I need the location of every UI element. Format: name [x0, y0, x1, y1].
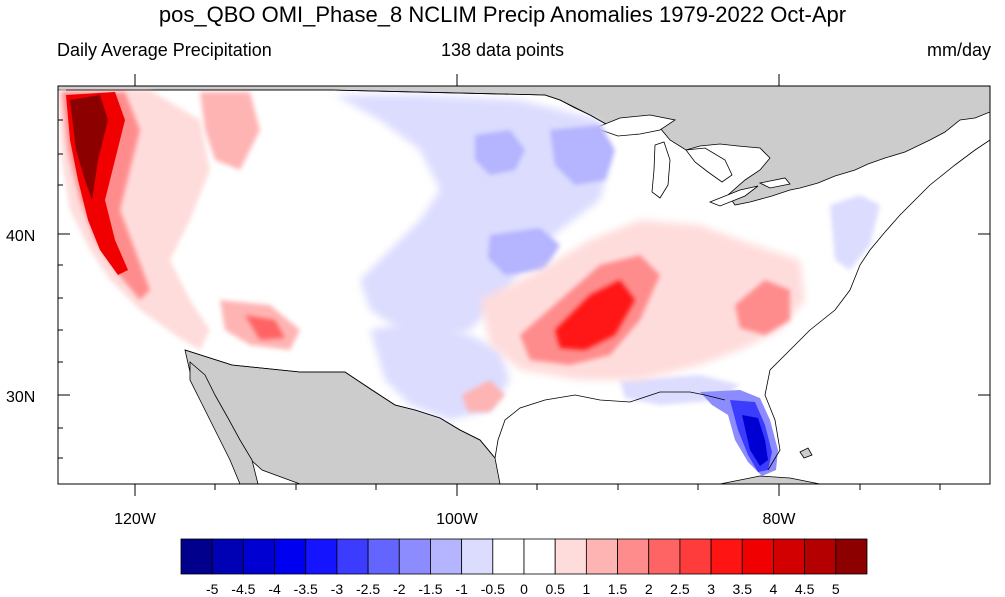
colorbar [180, 538, 868, 575]
anomaly-idaho-wet [200, 92, 260, 170]
lake-huron [685, 147, 733, 183]
anomaly-arizona-wet-core [245, 315, 285, 340]
colorbar-label: 5 [832, 581, 840, 597]
colorbar-cell [773, 538, 806, 575]
colorbar-label: -3 [331, 581, 344, 597]
bahamas [799, 447, 813, 459]
cuba-land [719, 475, 821, 484]
subtitle-left: Daily Average Precipitation [57, 40, 272, 60]
colorbar-cell [211, 538, 244, 575]
colorbar-labels: -5 -4.5 -4 -3.5 -3 -2.5 -2 -1.5 -1 -0.5 0 0.5 1 1.5 2 2… [206, 581, 840, 597]
lat-label-30n: 30N [6, 389, 35, 406]
lat-label-40n: 40N [6, 228, 35, 245]
colorbar-label: 2 [645, 581, 653, 597]
lake-ontario [758, 177, 791, 189]
anomaly-carolinas-wet [735, 280, 790, 335]
colorbar-cell [835, 538, 868, 575]
anomaly-tennessee-wet-high [555, 280, 635, 350]
map-frame [57, 85, 991, 485]
colorbar-label: -4 [268, 581, 281, 597]
lon-ticks [134, 74, 941, 496]
us-mexico-border [184, 349, 496, 459]
colorbar-label: 4 [770, 581, 778, 597]
colorbar-cell [492, 538, 525, 575]
colorbar-label: -1 [455, 581, 468, 597]
colorbar-label: -2.5 [356, 581, 380, 597]
colorbar-cell [305, 538, 338, 575]
lon-label-80w: 80W [763, 511, 797, 528]
colorbar-cell [804, 538, 837, 575]
lon-label-120w: 120W [114, 511, 157, 528]
anomaly-northeast-dry [830, 195, 880, 270]
colorbar-label: -3.5 [294, 581, 318, 597]
colorbar-label: -2 [393, 581, 406, 597]
colorbar-cell [554, 538, 587, 575]
lake-michigan [651, 141, 671, 199]
lake-superior [593, 114, 677, 137]
colorbar-label: 3 [707, 581, 715, 597]
colorbar-cell [679, 538, 712, 575]
anomaly-north-plains-dry [335, 95, 610, 340]
colorbar-label: 2.5 [670, 581, 690, 597]
colorbar-label: -4.5 [231, 581, 255, 597]
colorbar-cell [367, 538, 400, 575]
anomaly-minnesota-dry [550, 125, 615, 185]
colorbar-label: 0 [520, 581, 528, 597]
chart-title: pos_QBO OMI_Phase_8 NCLIM Precip Anomali… [158, 2, 847, 27]
subtitle-center: 138 data points [440, 40, 565, 60]
colorbar-cell [617, 538, 650, 575]
colorbar-label: 1.5 [608, 581, 628, 597]
anomaly-florida-dry-core [742, 415, 768, 466]
units-label: mm/day [926, 40, 991, 60]
colorbar-cell [430, 538, 463, 575]
colorbar-label: -0.5 [481, 581, 505, 597]
colorbar-cell [461, 538, 494, 575]
anomaly-nebraska-dry [488, 228, 560, 275]
anomaly-south-texas-wet [462, 380, 505, 412]
lon-label-100w: 100W [436, 511, 479, 528]
colorbar-cell [398, 538, 431, 575]
colorbar-cell [336, 538, 369, 575]
colorbar-cell [242, 538, 275, 575]
colorbar-cell [523, 538, 556, 575]
atlantic-coast [764, 139, 990, 471]
colorbar-label: 1 [582, 581, 590, 597]
lake-erie [708, 185, 759, 207]
colorbar-label: -5 [206, 581, 219, 597]
colorbar-label: -1.5 [418, 581, 442, 597]
us-canada-border [66, 89, 607, 125]
colorbar-cell [710, 538, 743, 575]
anomaly-west-coast-wet-core [70, 95, 108, 200]
colorbar-cell [648, 538, 681, 575]
colorbar-cell [741, 538, 774, 575]
colorbar-label: 4.5 [795, 581, 815, 597]
anomaly-shading [58, 90, 880, 476]
colorbar-cell [180, 538, 213, 575]
baja-peninsula [189, 361, 259, 484]
coastlines [66, 89, 990, 471]
colorbar-cell [585, 538, 618, 575]
colorbar-label: 0.5 [545, 581, 565, 597]
colorbar-cell [274, 538, 307, 575]
anomaly-plains-dry-mid [475, 130, 525, 175]
colorbar-label: 3.5 [733, 581, 753, 597]
gulf-coast [494, 391, 726, 459]
lat-ticks [58, 119, 990, 459]
